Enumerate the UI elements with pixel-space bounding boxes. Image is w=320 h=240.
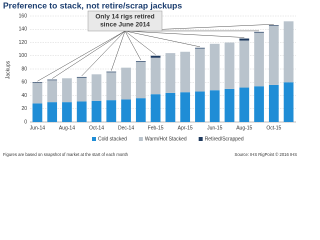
chart-title: Preference to stack, not retire/scrap ja… [3,0,182,10]
bar-segment [254,31,264,33]
bar-segment [62,102,72,122]
bar-segment [239,87,250,122]
bar-segment [165,53,176,93]
bar-segment [47,80,58,103]
bar-segment [283,82,294,122]
annotation-arrow [81,30,126,77]
bar-segment [32,103,43,122]
bar-segment [47,79,58,81]
y-tick-label: 120 [19,40,28,46]
bar-segment [239,38,250,41]
annotation-arrow [124,30,156,55]
y-tick-label: 80 [21,66,27,72]
x-tick-label: Oct-15 [266,125,281,131]
bar-segment [62,78,72,103]
legend-swatch [92,137,96,141]
bar-segment [180,92,191,122]
annotation-box [87,10,163,32]
bar-segment [135,61,146,62]
bar-segment [254,32,264,87]
legend-label: Retired/Scrapped [205,137,244,143]
bar-segment [209,43,220,91]
annotation-arrow [124,30,200,48]
x-tick-label: Dec-14 [118,125,134,131]
annotation-arrow [111,30,126,71]
bar-segment [150,57,161,95]
x-tick-label: Aug-15 [236,125,252,131]
annotation: Only 14 rigs retired since June 2014 [87,10,163,32]
x-tick-label: Oct-14 [89,125,104,131]
bar-segment [283,21,294,83]
bar-segment [268,25,279,26]
chart: Preference to stack, not retire/scrap ja… [3,0,298,157]
bar-segment [268,25,279,85]
x-tick-label: Feb-15 [148,125,164,131]
bar-segment [150,94,161,122]
bar-segment [91,100,102,122]
bar-segment [106,100,117,122]
y-tick-label: 20 [21,106,27,112]
legend-label: Warm/Hot Stacked [145,137,187,143]
footnote: Figures are based on snapshot of market … [3,152,129,157]
bar-segment [135,98,146,122]
legend-swatch [138,137,143,141]
bar-segment [121,67,131,100]
bar-segment [195,91,205,122]
bar-segment [180,51,191,93]
bar-segment [135,61,146,99]
bar-segment [106,72,117,101]
bar-segment [76,77,87,102]
annotation-arrow [124,30,142,61]
bar-segment [268,84,279,122]
legend-swatch [198,137,203,141]
bar-segment [76,76,87,78]
y-axis-label: Jackups [5,60,11,79]
bar-segment [76,101,87,122]
bar-segment [32,82,43,83]
source: Source: IHS RigPoint © 2016 IHS [235,152,298,157]
bar-segment [165,92,176,122]
x-tick-label: Aug-14 [59,125,75,131]
bar-segment [195,48,205,92]
bar-segment [209,90,220,122]
bar-segment [195,47,205,49]
annotation-arrow [37,30,126,82]
x-tick-label: Jun-15 [207,125,223,131]
bar-segment [121,99,131,122]
y-tick-label: 140 [19,27,28,33]
bar-segment [150,55,161,58]
annotation-text: since June 2014 [100,22,150,29]
annotation-text: Only 14 rigs retired [95,14,154,21]
annotation-arrow [124,30,245,38]
bar-segment [254,86,264,122]
y-tick-label: 160 [19,13,28,19]
bar-segment [91,74,102,101]
bar-segment [47,102,58,122]
bar-segment [224,42,235,89]
y-tick-label: 100 [19,53,28,59]
bar-segment [106,71,117,73]
y-tick-label: 0 [24,119,27,125]
bar-segment [32,82,43,104]
legend-label: Cold stacked [98,137,127,143]
x-tick-label: Jun-14 [30,125,46,131]
y-tick-label: 60 [21,80,27,86]
y-tick-label: 40 [21,93,27,99]
bar-segment [239,40,250,88]
annotation-arrow [52,30,126,79]
bar-segment [224,88,235,122]
x-tick-label: Apr-15 [178,125,193,131]
